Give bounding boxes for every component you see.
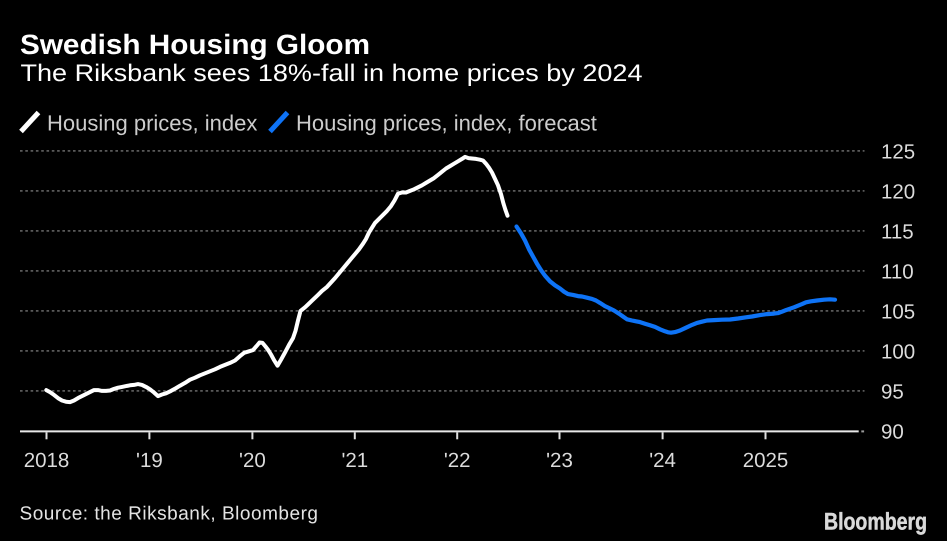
- svg-text:The Riksbank sees 18%-fall in: The Riksbank sees 18%-fall in home price…: [21, 60, 643, 87]
- svg-text:2018: 2018: [24, 449, 70, 472]
- svg-text:90: 90: [881, 420, 904, 443]
- svg-text:Source: the Riksbank, Bloomber: Source: the Riksbank, Bloomberg: [20, 504, 319, 525]
- svg-text:'21: '21: [341, 449, 368, 472]
- svg-text:'22: '22: [444, 449, 471, 472]
- svg-text:100: 100: [881, 340, 915, 363]
- svg-text:'19: '19: [136, 449, 163, 472]
- svg-text:120: 120: [881, 180, 915, 203]
- svg-text:Swedish Housing Gloom: Swedish Housing Gloom: [20, 29, 370, 60]
- svg-text:Housing prices, index: Housing prices, index: [47, 111, 257, 136]
- svg-text:Bloomberg: Bloomberg: [824, 509, 927, 536]
- svg-text:'20: '20: [239, 449, 266, 472]
- svg-text:Housing prices, index, forecas: Housing prices, index, forecast: [296, 111, 597, 136]
- svg-text:125: 125: [881, 140, 915, 163]
- svg-text:95: 95: [881, 380, 904, 403]
- svg-text:'24: '24: [649, 449, 676, 472]
- svg-text:105: 105: [881, 300, 915, 323]
- svg-text:110: 110: [881, 260, 914, 283]
- svg-text:115: 115: [881, 220, 914, 243]
- svg-text:'23: '23: [546, 449, 573, 472]
- svg-text:2025: 2025: [743, 449, 789, 472]
